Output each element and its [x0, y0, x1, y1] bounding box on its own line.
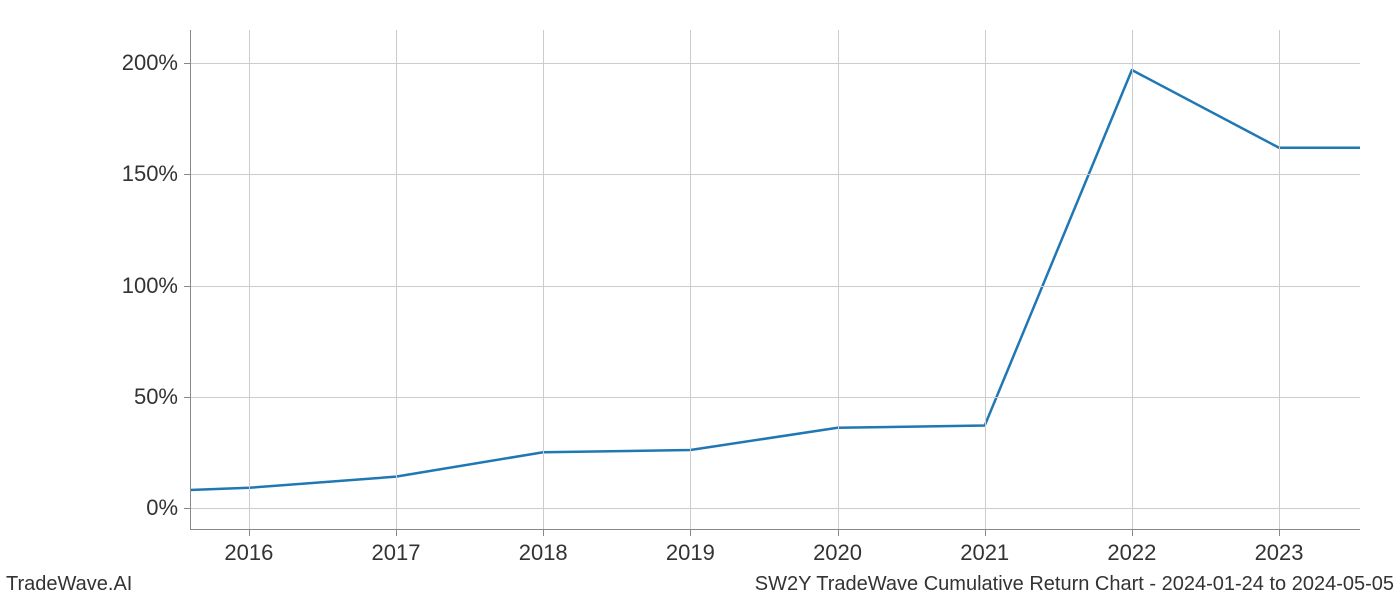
tick-mark-y: [184, 174, 190, 175]
gridline-x: [543, 30, 544, 530]
tick-mark-x: [543, 530, 544, 536]
line-series: [190, 30, 1360, 530]
tick-mark-y: [184, 508, 190, 509]
x-axis-spine: [190, 529, 1360, 530]
gridline-x: [1279, 30, 1280, 530]
x-tick-label: 2021: [960, 540, 1009, 566]
tick-mark-y: [184, 286, 190, 287]
plot-area: [190, 30, 1360, 530]
gridline-y: [190, 508, 1360, 509]
tick-mark-x: [1132, 530, 1133, 536]
tick-mark-x: [985, 530, 986, 536]
x-tick-label: 2018: [519, 540, 568, 566]
y-tick-label: 150%: [122, 161, 178, 187]
tick-mark-x: [838, 530, 839, 536]
tick-mark-y: [184, 63, 190, 64]
gridline-x: [1132, 30, 1133, 530]
tick-mark-x: [396, 530, 397, 536]
y-tick-label: 50%: [134, 384, 178, 410]
tick-mark-x: [690, 530, 691, 536]
return-line: [190, 70, 1360, 490]
tick-mark-y: [184, 397, 190, 398]
y-tick-label: 100%: [122, 273, 178, 299]
gridline-y: [190, 286, 1360, 287]
x-tick-label: 2020: [813, 540, 862, 566]
x-tick-label: 2023: [1255, 540, 1304, 566]
chart-container: TradeWave.AI SW2Y TradeWave Cumulative R…: [0, 0, 1400, 600]
y-tick-label: 200%: [122, 50, 178, 76]
footer-brand: TradeWave.AI: [6, 573, 132, 596]
tick-mark-x: [249, 530, 250, 536]
gridline-y: [190, 174, 1360, 175]
footer-caption: SW2Y TradeWave Cumulative Return Chart -…: [755, 573, 1394, 596]
gridline-x: [838, 30, 839, 530]
x-tick-label: 2022: [1107, 540, 1156, 566]
gridline-y: [190, 63, 1360, 64]
gridline-x: [249, 30, 250, 530]
y-axis-spine: [190, 30, 191, 530]
x-tick-label: 2017: [372, 540, 421, 566]
tick-mark-x: [1279, 530, 1280, 536]
gridline-x: [396, 30, 397, 530]
gridline-y: [190, 397, 1360, 398]
x-tick-label: 2016: [224, 540, 273, 566]
gridline-x: [690, 30, 691, 530]
x-tick-label: 2019: [666, 540, 715, 566]
gridline-x: [985, 30, 986, 530]
y-tick-label: 0%: [146, 495, 178, 521]
